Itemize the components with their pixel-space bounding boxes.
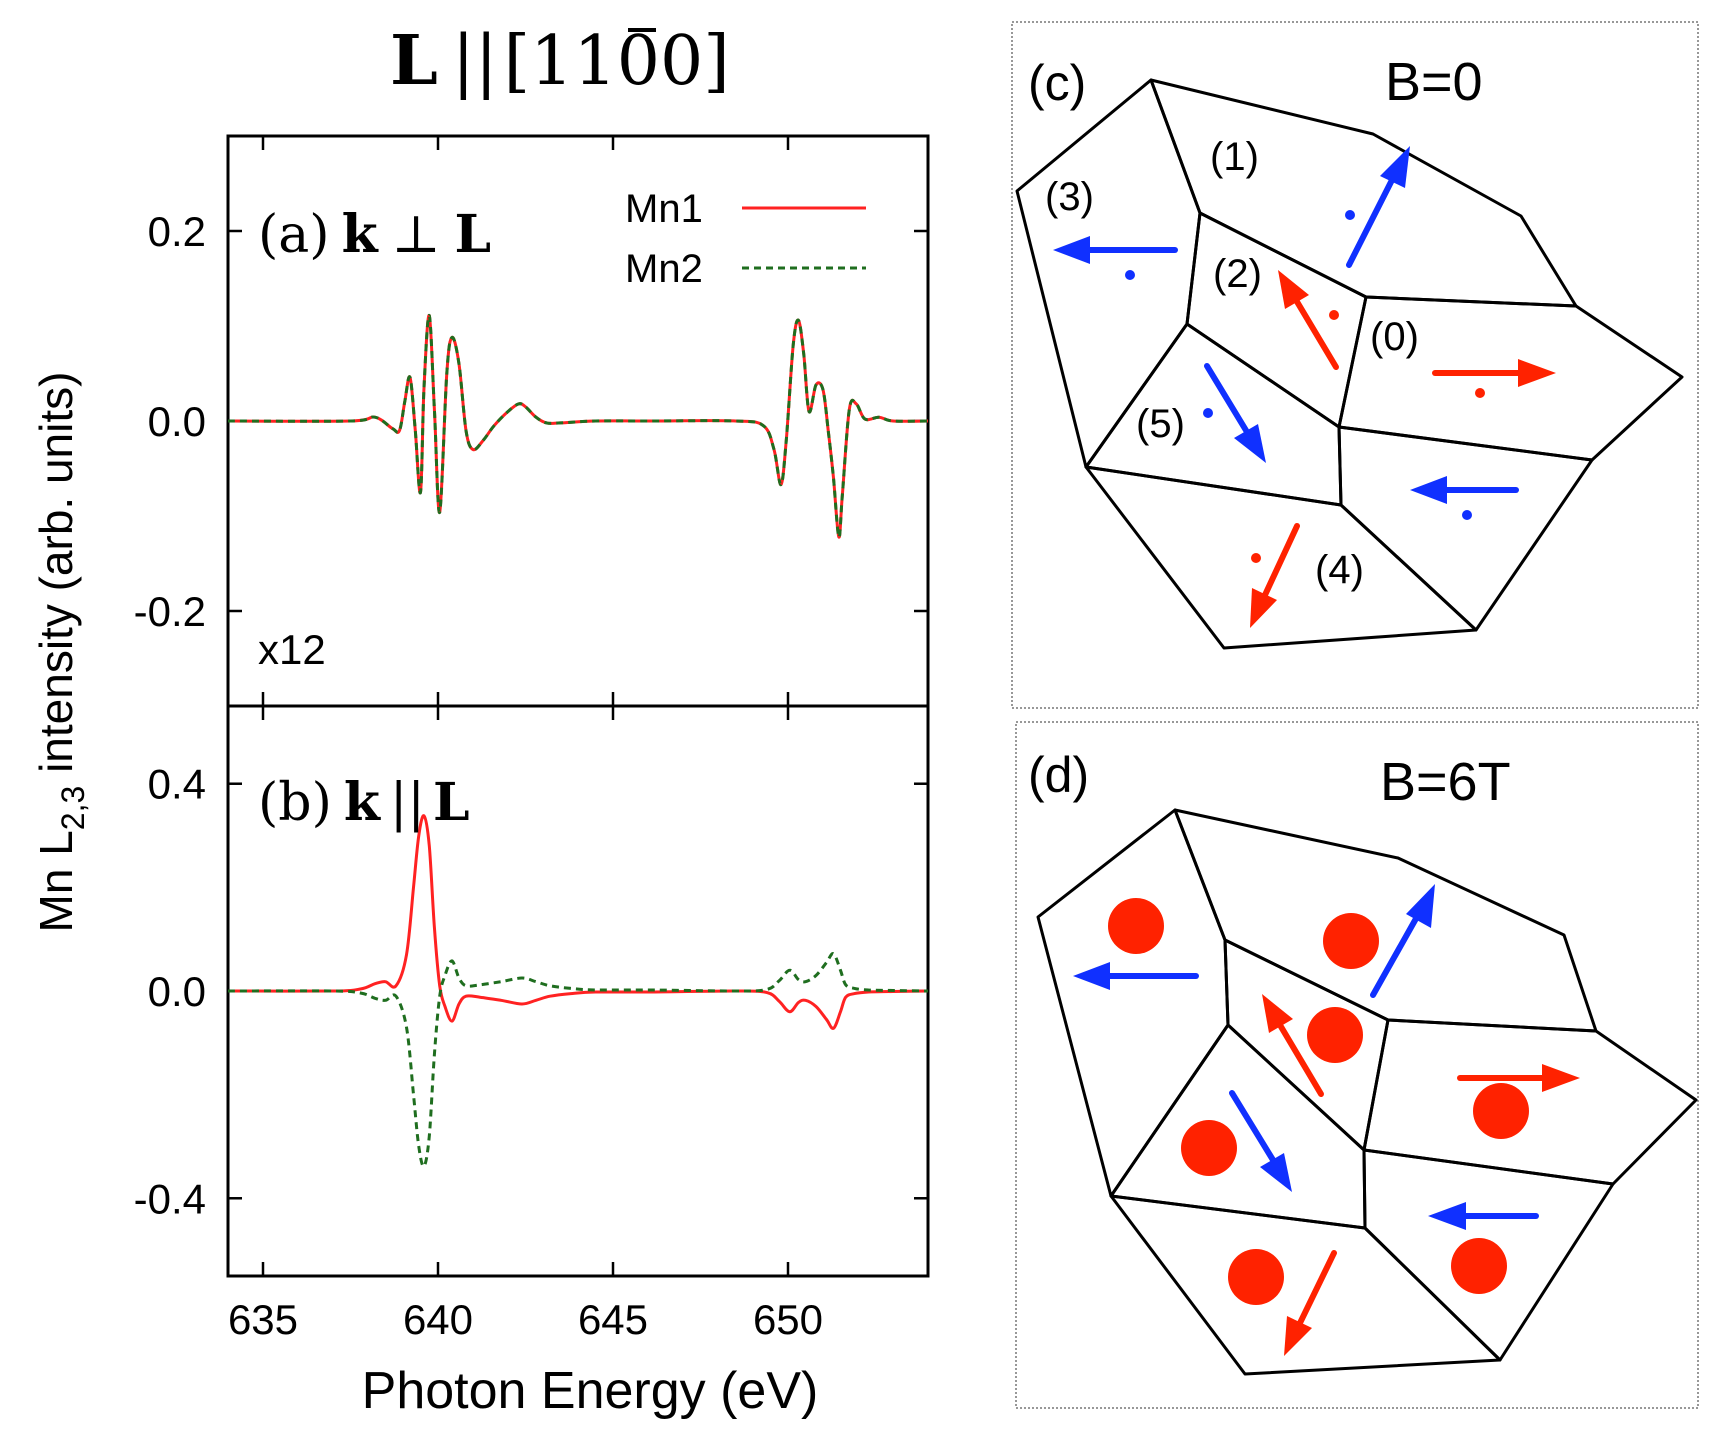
panel-a-series-mn1	[227, 314, 929, 539]
figure-title: L ||[1100]	[390, 21, 730, 101]
panel-b-ticks: 635 640 645 650 -0.4 0.0 0.4	[134, 706, 928, 1343]
moment-dot-region-1	[1323, 913, 1379, 969]
moment-dot-region-4-left	[1228, 1249, 1284, 1305]
region-4-right-cell	[1337, 425, 1594, 632]
moment-dot-region-4-right	[1451, 1238, 1507, 1294]
spin-arrow-region-1	[1345, 146, 1410, 268]
region-5-cell	[1084, 322, 1343, 507]
panel-b-lines	[227, 814, 929, 1168]
panel-d-field: B=6T	[1380, 752, 1511, 812]
moment-dot-region-5	[1181, 1120, 1237, 1176]
spin-arrow-b-region-5	[1229, 1090, 1292, 1192]
region-label-0: (0)	[1370, 315, 1419, 359]
panel-b-subtitle: (b) k || L	[258, 772, 470, 833]
spin-arrow-region-4-right	[1410, 476, 1519, 520]
y-tick-label-0.2: 0.2	[148, 208, 206, 255]
title-overbar-digit: 1	[573, 22, 616, 101]
y-tick-label--0.2: -0.2	[134, 588, 206, 635]
panel-a-lines	[227, 314, 929, 539]
panel-c-frame	[1011, 21, 1699, 709]
panel-a-ticks: -0.2 0.0 0.2	[134, 136, 928, 706]
panel-b-series-mn1	[227, 814, 929, 1030]
panel-a-series-mn2	[227, 314, 929, 539]
x-tick-label-640: 640	[403, 1296, 473, 1343]
multiplier-note: x12	[258, 626, 326, 673]
panel-a-subtitle: (a) k ⊥ L	[258, 204, 491, 265]
y-tick-label-0: 0.0	[148, 968, 206, 1015]
y-tick-label-0.4: 0.4	[148, 761, 206, 808]
spin-arrow-region-5	[1203, 363, 1266, 463]
panel-b-series-mn2	[227, 952, 929, 1168]
region-label-2: (2)	[1213, 252, 1262, 296]
spin-arrow-b-region-1	[1370, 884, 1435, 998]
x-axis-label: Photon Energy (eV)	[362, 1362, 819, 1420]
panel-d-diagram: (d) B=6T	[1015, 721, 1699, 1409]
panel-b-chart: 635 640 645 650 -0.4 0.0 0.4 (b) k || L	[134, 704, 930, 1343]
panel-a-chart: -0.2 0.0 0.2 (a) k ⊥ L Mn1 Mn2 x12	[134, 134, 930, 708]
region-label-4: (4)	[1315, 548, 1364, 592]
moment-dot-region-2	[1307, 1007, 1363, 1063]
region-label-1: (1)	[1210, 135, 1259, 179]
x-tick-label-650: 650	[753, 1296, 823, 1343]
region-label-3: (3)	[1045, 175, 1094, 219]
region-label-5: (5)	[1136, 402, 1185, 446]
spin-arrow-b-region-0	[1457, 1064, 1580, 1092]
spin-arrow-region-3	[1053, 236, 1178, 280]
panel-c-label: (c)	[1028, 55, 1086, 111]
region-1-cell-b	[1173, 808, 1598, 1033]
spin-arrow-region-2	[1278, 270, 1339, 370]
region-4-left-cell-b	[1109, 1194, 1502, 1376]
panel-d-label: (d)	[1028, 747, 1089, 803]
region-0-cell-b	[1362, 1018, 1698, 1186]
moment-dot-region-3	[1108, 898, 1164, 954]
x-tick-label-645: 645	[578, 1296, 648, 1343]
moment-dot-region-0	[1473, 1083, 1529, 1139]
panel-c-field: B=0	[1385, 52, 1483, 112]
panel-d-frame	[1015, 721, 1699, 1409]
spin-arrow-b-region-4-right	[1428, 1202, 1539, 1230]
x-tick-label-635: 635	[228, 1296, 298, 1343]
spin-arrow-b-region-3	[1073, 962, 1199, 990]
region-0-cell	[1337, 295, 1684, 462]
spin-arrow-region-0	[1432, 359, 1556, 398]
y-tick-label--0.4: -0.4	[134, 1175, 206, 1222]
spin-arrow-b-region-2	[1262, 994, 1324, 1097]
legend-label-mn2: Mn2	[625, 247, 703, 291]
region-4-right-cell-b	[1362, 1148, 1615, 1362]
region-2-cell	[1185, 211, 1368, 429]
panel-c-diagram: (c) B=0 (1) (3) (2) (0) (5) (4)	[1011, 21, 1699, 709]
spin-arrow-region-4-left	[1250, 523, 1300, 628]
legend-label-mn1: Mn1	[625, 187, 703, 231]
y-tick-label-0: 0.0	[148, 398, 206, 445]
spin-arrow-b-region-4-left	[1284, 1250, 1337, 1356]
y-axis-label: Mn L2,3 intensity (arb. units)	[30, 372, 91, 933]
